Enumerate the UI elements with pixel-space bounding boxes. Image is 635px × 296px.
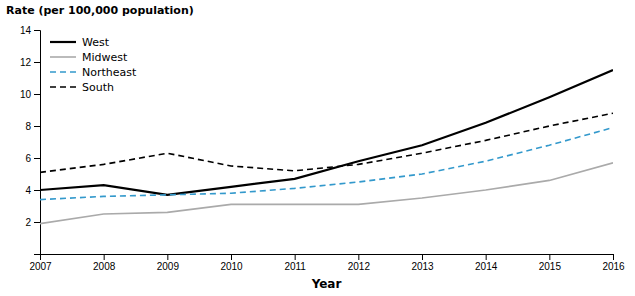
plot: 2007 2008 2009 2010 2011 2012 2013 2014 2015 2016… [20,25,625,291]
legend-swatch [50,86,76,88]
y-tick: 10 [20,89,40,100]
legend-label: Northeast [82,66,137,79]
y-axis-line [34,31,41,255]
y-tick-mark [34,30,40,31]
x-tick-mark [104,254,105,260]
x-tick-label: 2014 [475,261,498,272]
x-tick-mark [422,254,423,260]
legend-label: South [82,81,114,94]
x-tick-label: 2012 [348,261,371,272]
series-line [40,163,613,224]
y-tick-label: 6 [25,153,31,164]
y-tick: 14 [20,25,40,36]
x-tick: 2009 [157,254,180,272]
y-tick-mark [34,222,40,223]
x-tick-mark [295,254,296,260]
y-tick: 2 [25,217,40,228]
y-tick: 8 [25,121,40,132]
y-tick-mark [34,94,40,95]
legend-item: Midwest [50,51,128,64]
y-tick: 6 [25,153,40,164]
legend-item: Northeast [50,66,137,79]
x-tick-label: 2015 [539,261,562,272]
x-tick: 2013 [411,254,434,272]
x-tick-label: 2007 [29,261,52,272]
x-axis: 2007 2008 2009 2010 2011 2012 2013 2014 2015 2016 [29,254,625,272]
x-tick-mark [167,254,168,260]
legend-swatch [50,56,76,58]
chart: 2007 2008 2009 2010 2011 2012 2013 2014 2015 2016… [0,0,635,296]
x-tick: 2011 [284,254,306,272]
y-axis: 2 4 6 8 10 12 14 [20,25,41,255]
y-tick: 4 [25,185,40,196]
y-axis-title: Rate (per 100,000 population) [6,4,194,17]
legend-swatch [50,41,76,43]
x-tick-label: 2011 [284,261,306,272]
y-tick-label: 14 [20,25,32,36]
x-tick: 2007 [29,254,52,272]
y-tick-mark [34,158,40,159]
series-line [40,128,613,200]
x-tick-mark [486,254,487,260]
y-tick-mark [34,62,40,63]
legend-label: West [82,36,110,49]
x-tick: 2008 [93,254,116,272]
series-line [40,70,613,195]
legend-swatch [50,71,76,73]
x-axis-title: Year [311,277,342,291]
x-tick-label: 2010 [220,261,243,272]
legend-label: Midwest [82,51,128,64]
x-tick-mark [358,254,359,260]
y-tick-mark [34,190,40,191]
x-tick: 2010 [220,254,243,272]
y-tick-label: 2 [25,217,31,228]
legend: West Midwest Northeast South [50,36,137,94]
x-tick: 2012 [348,254,371,272]
lines [40,70,613,224]
x-axis-line [41,255,614,261]
x-tick-label: 2016 [602,261,625,272]
x-tick: 2016 [602,254,625,272]
x-tick-label: 2008 [93,261,116,272]
x-tick-label: 2009 [157,261,180,272]
x-tick-mark [549,254,550,260]
y-tick-label: 8 [25,121,31,132]
x-tick: 2014 [475,254,498,272]
x-tick-mark [613,254,614,260]
x-tick: 2015 [539,254,562,272]
series-line [40,113,613,172]
legend-item: South [50,81,114,94]
y-tick-label: 12 [20,57,32,68]
y-tick: 12 [20,57,40,68]
y-tick-label: 4 [25,185,31,196]
x-tick-label: 2013 [411,261,434,272]
y-tick-label: 10 [20,89,32,100]
y-tick-mark [34,126,40,127]
x-tick-mark [231,254,232,260]
legend-item: West [50,36,110,49]
